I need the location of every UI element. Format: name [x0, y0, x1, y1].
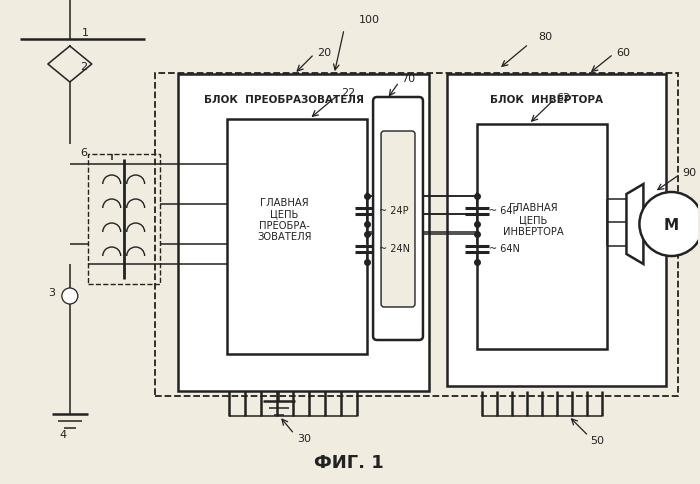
Text: ~ 24P: ~ 24P [379, 206, 409, 215]
Text: 90: 90 [682, 167, 696, 178]
Text: 6: 6 [80, 148, 87, 158]
Circle shape [62, 288, 78, 304]
Text: ~ 64N: ~ 64N [489, 243, 519, 254]
FancyBboxPatch shape [381, 132, 415, 307]
Text: 2: 2 [80, 62, 87, 72]
Bar [228, 120, 367, 354]
FancyBboxPatch shape [373, 98, 423, 340]
Text: 30: 30 [298, 433, 312, 443]
Text: M: M [664, 217, 679, 232]
Circle shape [639, 193, 700, 257]
Text: 4: 4 [60, 429, 66, 439]
Text: 60: 60 [617, 48, 631, 58]
Text: 70: 70 [401, 74, 415, 84]
Text: 20: 20 [317, 48, 331, 58]
Text: 50: 50 [591, 435, 605, 445]
Text: ГЛАВНАЯ
ЦЕПЬ
ПРЕОБРА-
ЗОВАТЕЛЯ: ГЛАВНАЯ ЦЕПЬ ПРЕОБРА- ЗОВАТЕЛЯ [257, 197, 312, 242]
Text: 80: 80 [539, 32, 553, 42]
Bar [155, 74, 678, 396]
Text: 22: 22 [341, 88, 356, 98]
Text: ~ 64P: ~ 64P [489, 206, 518, 215]
Text: 1: 1 [82, 28, 89, 38]
Text: 3: 3 [48, 287, 55, 297]
Bar [477, 125, 606, 349]
Bar [178, 75, 429, 391]
Text: ~ 24N: ~ 24N [379, 243, 410, 254]
Polygon shape [626, 184, 643, 264]
Text: 100: 100 [359, 15, 380, 25]
Text: ФИГ. 1: ФИГ. 1 [314, 453, 384, 471]
Text: 62: 62 [556, 93, 570, 103]
Text: БЛОК  ИНВЕРТОРА: БЛОК ИНВЕРТОРА [490, 95, 603, 105]
Text: ГЛАВНАЯ
ЦЕПЬ
ИНВЕРТОРА: ГЛАВНАЯ ЦЕПЬ ИНВЕРТОРА [503, 203, 564, 236]
Bar [447, 75, 666, 386]
Text: БЛОК  ПРЕОБРАЗОВАТЕЛЯ: БЛОК ПРЕОБРАЗОВАТЕЛЯ [204, 95, 364, 105]
Bar [88, 155, 160, 285]
